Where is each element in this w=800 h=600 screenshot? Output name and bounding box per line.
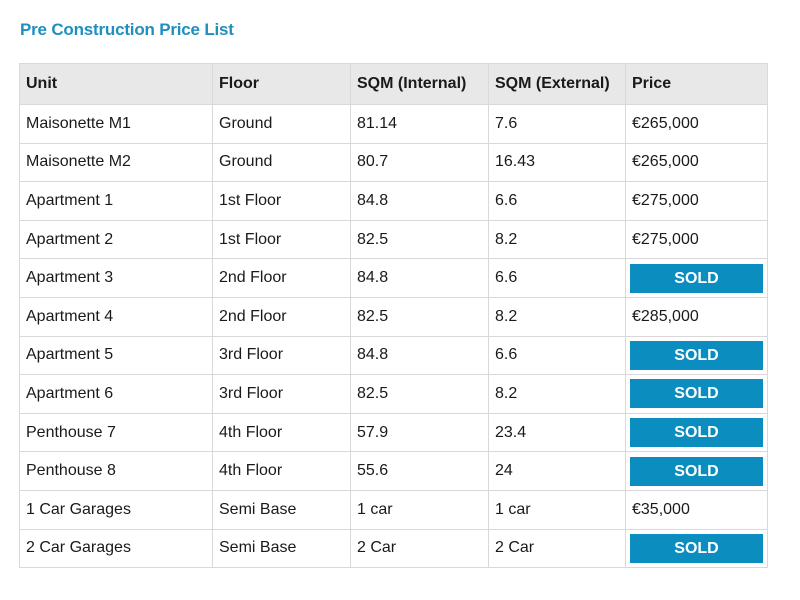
cell-unit: Apartment 4 (19, 296, 213, 337)
table-row: Maisonette M1 Ground 81.14 7.6 €265,000 (19, 104, 768, 144)
column-header-unit: Unit (19, 63, 213, 105)
cell-sqm-external: 16.43 (488, 142, 626, 183)
cell-sqm-external: 24 (488, 451, 626, 491)
sold-badge: SOLD (630, 263, 763, 293)
price-list-table: Unit Floor SQM (Internal) SQM (External)… (19, 63, 768, 569)
cell-unit: Apartment 1 (19, 181, 213, 221)
cell-floor: 3rd Floor (212, 374, 351, 414)
cell-unit: Apartment 6 (19, 374, 213, 414)
cell-sqm-internal: 82.5 (350, 374, 489, 414)
cell-sqm-internal: 2 Car (350, 528, 489, 569)
cell-sqm-internal: 57.9 (350, 412, 489, 453)
cell-sqm-external: 6.6 (488, 258, 626, 298)
cell-price: €265,000 (625, 104, 768, 144)
sold-badge: SOLD (630, 456, 763, 486)
table-row: 1 Car Garages Semi Base 1 car 1 car €35,000 (19, 489, 768, 530)
table-row: Apartment 6 3rd Floor 82.5 8.2 SOLD (19, 374, 768, 414)
cell-price: €275,000 (625, 219, 768, 260)
sold-badge: SOLD (630, 533, 763, 563)
cell-unit: Apartment 5 (19, 335, 213, 376)
table-row: Apartment 4 2nd Floor 82.5 8.2 €285,000 (19, 296, 768, 337)
cell-sqm-external: 2 Car (488, 528, 626, 569)
cell-sqm-external: 8.2 (488, 296, 626, 337)
cell-floor: Semi Base (212, 528, 351, 569)
cell-price: €265,000 (625, 142, 768, 183)
cell-price: SOLD (625, 258, 768, 298)
cell-price: SOLD (625, 528, 768, 569)
cell-floor: 1st Floor (212, 181, 351, 221)
table-row: Penthouse 8 4th Floor 55.6 24 SOLD (19, 451, 768, 491)
cell-sqm-external: 7.6 (488, 104, 626, 144)
cell-price: €275,000 (625, 181, 768, 221)
cell-sqm-internal: 1 car (350, 489, 489, 530)
cell-sqm-internal: 82.5 (350, 296, 489, 337)
cell-unit: Apartment 3 (19, 258, 213, 298)
cell-floor: Ground (212, 104, 351, 144)
cell-sqm-external: 8.2 (488, 219, 626, 260)
column-header-floor: Floor (212, 63, 351, 105)
cell-sqm-external: 1 car (488, 489, 626, 530)
table-row: Apartment 2 1st Floor 82.5 8.2 €275,000 (19, 219, 768, 260)
cell-sqm-external: 23.4 (488, 412, 626, 453)
cell-sqm-internal: 81.14 (350, 104, 489, 144)
sold-badge: SOLD (630, 379, 763, 409)
cell-unit: Maisonette M1 (19, 104, 213, 144)
cell-price: SOLD (625, 412, 768, 453)
cell-unit: Apartment 2 (19, 219, 213, 260)
cell-floor: 2nd Floor (212, 258, 351, 298)
cell-sqm-internal: 55.6 (350, 451, 489, 491)
cell-unit: Penthouse 8 (19, 451, 213, 491)
table-row: Apartment 5 3rd Floor 84.8 6.6 SOLD (19, 335, 768, 376)
cell-floor: 3rd Floor (212, 335, 351, 376)
table-row: Maisonette M2 Ground 80.7 16.43 €265,000 (19, 142, 768, 183)
sold-badge: SOLD (630, 418, 763, 448)
cell-price: SOLD (625, 451, 768, 491)
cell-price: SOLD (625, 374, 768, 414)
cell-sqm-internal: 82.5 (350, 219, 489, 260)
table-row: Apartment 1 1st Floor 84.8 6.6 €275,000 (19, 181, 768, 221)
table-row: Apartment 3 2nd Floor 84.8 6.6 SOLD (19, 258, 768, 298)
column-header-sqm-internal: SQM (Internal) (350, 63, 489, 105)
table-header-row: Unit Floor SQM (Internal) SQM (External)… (19, 63, 768, 105)
cell-sqm-internal: 84.8 (350, 181, 489, 221)
cell-sqm-internal: 84.8 (350, 335, 489, 376)
cell-floor: 4th Floor (212, 412, 351, 453)
cell-floor: Semi Base (212, 489, 351, 530)
cell-sqm-external: 6.6 (488, 335, 626, 376)
cell-unit: Penthouse 7 (19, 412, 213, 453)
cell-sqm-internal: 80.7 (350, 142, 489, 183)
cell-floor: 4th Floor (212, 451, 351, 491)
cell-unit: Maisonette M2 (19, 142, 213, 183)
sold-badge: SOLD (630, 340, 763, 370)
cell-floor: 2nd Floor (212, 296, 351, 337)
cell-price: €35,000 (625, 489, 768, 530)
table-body: Maisonette M1 Ground 81.14 7.6 €265,000 Maiso… (19, 104, 768, 569)
cell-sqm-internal: 84.8 (350, 258, 489, 298)
cell-price: €285,000 (625, 296, 768, 337)
cell-unit: 1 Car Garages (19, 489, 213, 530)
page-title: Pre Construction Price List (20, 20, 234, 39)
cell-sqm-external: 8.2 (488, 374, 626, 414)
cell-sqm-external: 6.6 (488, 181, 626, 221)
column-header-price: Price (625, 63, 768, 105)
cell-floor: 1st Floor (212, 219, 351, 260)
cell-unit: 2 Car Garages (19, 528, 213, 569)
table-row: Penthouse 7 4th Floor 57.9 23.4 SOLD (19, 412, 768, 453)
table-row: 2 Car Garages Semi Base 2 Car 2 Car SOLD (19, 528, 768, 569)
cell-floor: Ground (212, 142, 351, 183)
column-header-sqm-external: SQM (External) (488, 63, 626, 105)
cell-price: SOLD (625, 335, 768, 376)
